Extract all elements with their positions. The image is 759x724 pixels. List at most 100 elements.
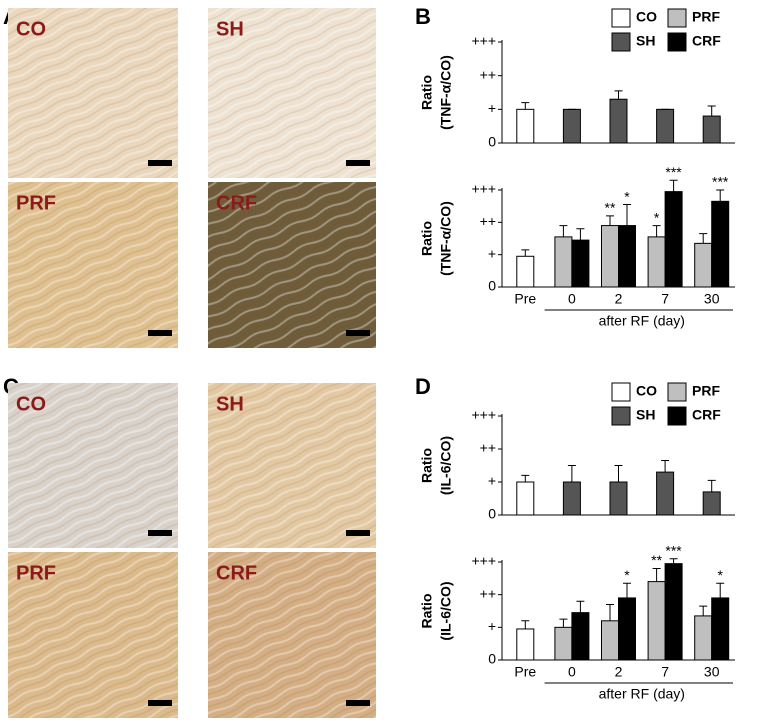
bar <box>656 471 675 516</box>
image-label: CRF <box>216 192 257 214</box>
bar <box>562 108 581 144</box>
legend-swatch <box>611 406 631 426</box>
bar <box>601 620 619 661</box>
bar <box>702 115 721 144</box>
error-bar <box>606 603 614 621</box>
bar <box>618 225 636 288</box>
error-bar <box>652 568 661 582</box>
error-bar <box>576 228 585 241</box>
panel-label: D <box>415 374 431 399</box>
legend-label: CRF <box>692 33 721 49</box>
error-bar <box>521 474 530 482</box>
scale-bar <box>148 330 172 336</box>
image-label: SH <box>216 393 244 415</box>
micrograph-texture <box>208 8 376 178</box>
bar <box>601 225 619 288</box>
x-axis-label: after RF (day) <box>599 313 685 329</box>
y-tick-label: 0 <box>488 134 496 150</box>
scale-bar <box>346 700 370 706</box>
micrograph-texture <box>208 182 376 348</box>
legend-label: SH <box>636 33 655 49</box>
x-tick-label: Pre <box>514 664 536 680</box>
bar <box>554 626 573 661</box>
y-tick-label: ++ <box>480 440 496 456</box>
scale-bar <box>148 700 172 706</box>
y-tick-label: + <box>488 473 496 489</box>
significance: *** <box>665 542 682 558</box>
error-bar <box>606 215 614 226</box>
image-label: PRF <box>16 562 56 584</box>
image-label: CO <box>16 18 46 40</box>
scale-bar <box>346 330 370 336</box>
legend-label: PRF <box>692 383 720 399</box>
bar <box>664 191 683 288</box>
x-axis-label: after RF (day) <box>599 686 685 702</box>
error-bar <box>661 460 670 473</box>
legend-label: PRF <box>692 9 720 25</box>
legend-swatch <box>667 8 687 28</box>
bar <box>656 108 675 144</box>
y-axis-label: Ratio <box>419 221 435 256</box>
image-label: SH <box>216 18 244 40</box>
bar <box>647 581 666 661</box>
legend-swatch <box>611 8 631 28</box>
micrograph-texture <box>8 8 178 178</box>
bar <box>664 563 683 661</box>
legend-swatch <box>667 382 687 402</box>
error-bar <box>707 479 716 492</box>
y-axis-label: Ratio <box>419 75 435 110</box>
bar <box>516 108 535 144</box>
image-label: PRF <box>16 192 56 214</box>
panel-label: B <box>415 4 431 29</box>
scale-bar <box>346 530 370 536</box>
scale-bar <box>346 160 370 166</box>
micrograph-texture <box>208 383 376 548</box>
y-tick-label: +++ <box>471 181 496 197</box>
error-bar <box>521 102 530 110</box>
significance: * <box>624 188 630 204</box>
bar <box>516 628 535 661</box>
significance: ** <box>651 552 662 568</box>
y-tick-label: +++ <box>471 553 496 569</box>
error-bar <box>521 249 530 257</box>
bar <box>647 236 666 288</box>
bar <box>609 481 628 516</box>
bar <box>694 242 713 288</box>
micrograph-texture <box>8 182 178 348</box>
micrograph-texture <box>8 552 178 718</box>
y-tick-label: +++ <box>471 407 496 423</box>
error-bar <box>699 605 708 616</box>
significance: * <box>717 567 723 583</box>
scale-bar <box>148 530 172 536</box>
x-tick-label: 2 <box>615 664 623 680</box>
x-tick-label: 2 <box>615 291 623 307</box>
bar <box>609 98 628 144</box>
error-bar <box>623 582 631 598</box>
error-bar <box>521 620 530 629</box>
x-tick-label: Pre <box>514 291 536 307</box>
y-axis-label: Ratio <box>419 594 435 629</box>
bar <box>694 615 713 661</box>
y-tick-label: 0 <box>488 278 496 294</box>
legend-label: CO <box>636 383 657 399</box>
error-bar <box>614 90 623 100</box>
error-bar <box>652 225 661 237</box>
y-tick-label: + <box>488 618 496 634</box>
image-label: CRF <box>216 562 257 584</box>
y-tick-label: ++ <box>480 585 496 601</box>
bar <box>711 200 730 288</box>
legend-label: CRF <box>692 407 721 423</box>
legend-swatch <box>667 32 687 52</box>
significance: * <box>654 209 660 225</box>
micrograph-texture <box>8 383 178 548</box>
legend-swatch <box>611 382 631 402</box>
error-bar <box>576 600 585 613</box>
significance: *** <box>665 164 682 180</box>
bar <box>571 239 590 288</box>
bar <box>571 612 590 661</box>
y-axis-label: (TNF-α/CO) <box>438 201 454 276</box>
scale-bar <box>148 160 172 166</box>
y-axis-label: Ratio <box>419 448 435 483</box>
error-bar <box>567 465 576 482</box>
